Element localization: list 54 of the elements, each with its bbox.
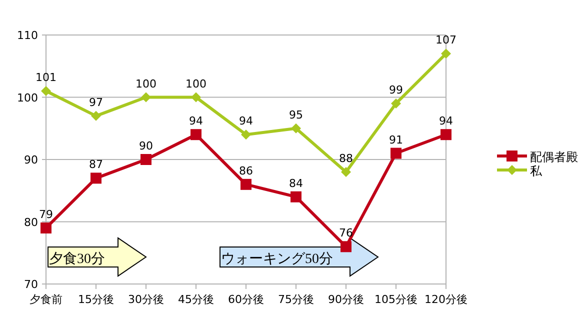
y-tick-label: 90 (24, 154, 38, 166)
data-label: 97 (89, 96, 103, 109)
point (391, 98, 401, 108)
x-tick-label: 60分後 (228, 293, 264, 306)
point (290, 191, 302, 202)
x-tick-label: 75分後 (278, 293, 314, 306)
data-label: 94 (239, 114, 253, 128)
data-label: 87 (89, 158, 103, 172)
point (440, 129, 452, 140)
point (441, 48, 451, 59)
data-label: 91 (389, 133, 403, 146)
x-tick-label: 90分後 (328, 293, 364, 306)
legend-label: 私 (530, 164, 543, 178)
point (41, 86, 51, 96)
data-label: 84 (289, 176, 303, 190)
data-label: 88 (339, 152, 353, 165)
point (40, 222, 52, 234)
data-label: 76 (339, 226, 353, 240)
y-tick-label: 100 (17, 91, 38, 104)
data-label: 100 (136, 77, 156, 90)
point (90, 172, 102, 184)
data-label: 100 (186, 77, 206, 90)
point (240, 178, 252, 190)
x-tick-label: 30分後 (128, 293, 164, 306)
point (190, 129, 202, 140)
point (390, 148, 402, 159)
x-tick-label: 45分後 (178, 293, 214, 306)
data-label: 101 (36, 71, 56, 84)
point (291, 123, 301, 134)
data-label: 90 (139, 140, 153, 152)
x-tick-label: 120分後 (424, 293, 468, 306)
annotation: ウォーキング50分 (221, 251, 333, 267)
data-label: 94 (189, 114, 203, 128)
data-label: 86 (239, 164, 253, 178)
y-tick-label: 70 (24, 278, 38, 291)
data-label: 99 (389, 83, 403, 96)
point (241, 130, 251, 140)
y-tick-label: 80 (24, 216, 38, 229)
point (340, 241, 352, 252)
data-label: 95 (289, 108, 303, 122)
data-label: 107 (436, 34, 456, 47)
x-tick-label: 夕食前 (30, 293, 62, 306)
point (91, 110, 101, 121)
x-tick-label: 105分後 (374, 293, 418, 306)
point (341, 166, 351, 177)
y-tick-label: 110 (17, 29, 38, 42)
point (140, 154, 152, 165)
x-tick-label: 15分後 (78, 293, 114, 306)
annotation: 夕食30分 (49, 251, 105, 267)
point (191, 92, 201, 102)
point (141, 92, 151, 102)
legend-label: 配偶者殿 (530, 150, 578, 164)
data-label: 79 (39, 208, 53, 221)
data-label: 94 (439, 114, 453, 128)
